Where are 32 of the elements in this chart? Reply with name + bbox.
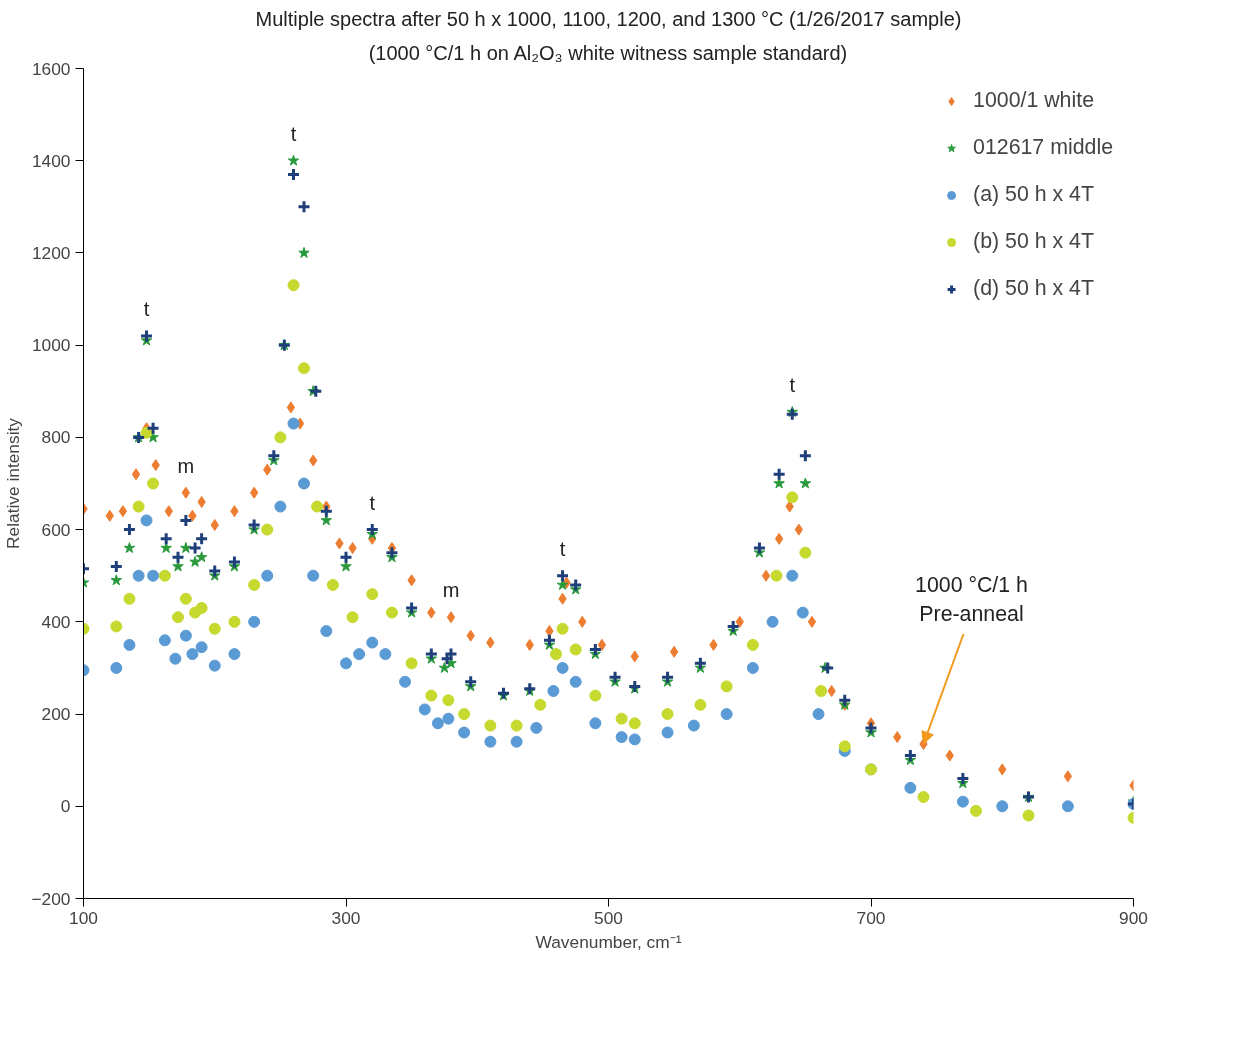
annotation: 1000 °C/1 h Pre-anneal: [915, 573, 1028, 627]
y-tick-label: 200: [41, 704, 71, 725]
legend-label: (b) 50 h x 4T: [973, 229, 1094, 254]
chart-title: Multiple spectra after 50 h x 1000, 1100, 1200, and 1300 °C (1/26/2017 sample): [255, 7, 962, 30]
x-tick-label: 100: [69, 907, 98, 928]
annotation: t: [143, 297, 150, 320]
y-tick-label: 1600: [31, 58, 71, 79]
y-axis-title: Relative intensity: [3, 417, 24, 549]
legend-label: (a) 50 h x 4T: [973, 182, 1094, 207]
y-tick-label: 800: [41, 427, 71, 448]
legend-label: 012617 middle: [973, 135, 1113, 160]
x-tick-label: 500: [594, 907, 623, 928]
x-tick-label: 300: [331, 907, 361, 928]
chart-subtitle: (1000 °C/1 h on Al₂O₃ white witness sample standard): [368, 41, 848, 64]
y-tick-label: 0: [60, 796, 71, 817]
annotation: m: [177, 454, 195, 477]
y-tick-label: 600: [41, 519, 71, 540]
legend-label: (d) 50 h x 4T: [973, 276, 1094, 301]
y-tick-label: 400: [41, 611, 71, 632]
y-tick-label: −200: [31, 888, 71, 909]
annotation: t: [559, 537, 566, 560]
y-tick-label: 1400: [31, 150, 71, 171]
y-tick-label: 1000: [31, 335, 71, 356]
x-tick-label: 700: [856, 907, 886, 928]
annotation: t: [789, 374, 796, 397]
annotation: m: [442, 579, 460, 602]
legend-label: 1000/1 white: [973, 88, 1095, 113]
annotation: t: [290, 122, 297, 145]
y-tick-label: 1200: [31, 242, 71, 263]
x-axis-title: Wavenumber, cm⁻¹: [535, 931, 682, 952]
annotation: t: [369, 491, 376, 514]
x-tick-label: 900: [1119, 907, 1148, 928]
